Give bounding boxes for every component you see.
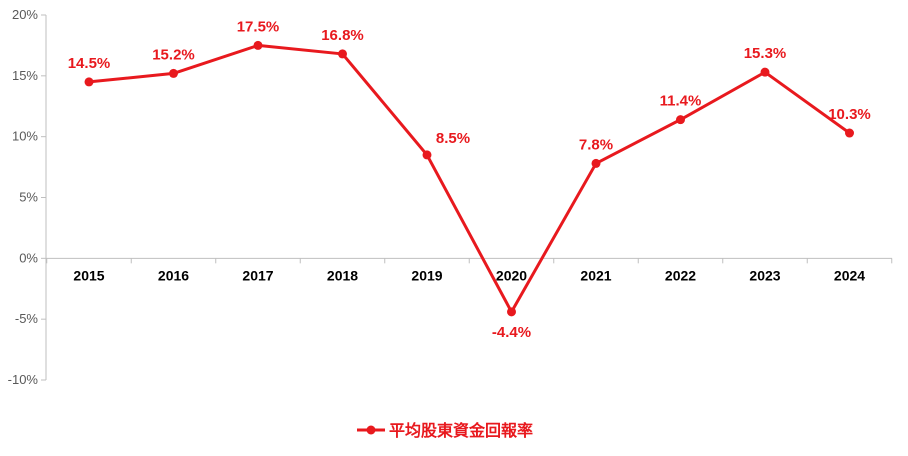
data-point — [84, 77, 94, 87]
data-label: 15.3% — [744, 45, 787, 62]
x-tick-label: 2019 — [411, 267, 442, 283]
y-tick-label: 20% — [12, 7, 38, 22]
series-line — [88, 43, 851, 314]
x-tick-label: 2018 — [327, 267, 358, 283]
legend-dot-marker — [366, 425, 376, 435]
data-label: 8.5% — [436, 130, 470, 147]
data-point — [422, 150, 432, 160]
x-tick-label: 2022 — [665, 267, 696, 283]
series-layer — [84, 40, 854, 317]
x-tick-label: 2021 — [580, 267, 611, 283]
data-label: 7.8% — [579, 136, 613, 153]
x-tick-label: 2024 — [834, 267, 865, 283]
legend: 平均股東資金回報率 — [357, 421, 533, 440]
data-labels: 14.5% 15.2% 17.5% 16.8% 8.5% -4.4% 7.8% 11.4% 15… — [68, 18, 871, 340]
data-label: 10.3% — [828, 106, 871, 123]
data-point — [845, 128, 854, 138]
data-point — [676, 115, 685, 125]
data-point — [338, 49, 347, 59]
data-label: 14.5% — [68, 55, 111, 72]
data-label: 17.5% — [237, 18, 280, 35]
x-tick-label: 2020 — [496, 267, 527, 283]
y-tick-label: 0% — [19, 250, 38, 265]
data-label: 15.2% — [152, 46, 195, 63]
y-axis: 20% 15% 10% 5% 0% -5% -10% — [8, 7, 47, 387]
data-point — [507, 307, 516, 317]
y-tick-label: -10% — [8, 372, 39, 387]
y-tick-label: 15% — [12, 68, 38, 83]
data-label: -4.4% — [492, 324, 531, 341]
data-point — [253, 40, 263, 50]
legend-series-name: 平均股東資金回報率 — [389, 421, 533, 440]
x-tick-label: 2017 — [242, 267, 273, 283]
y-tick-label: 5% — [19, 190, 38, 205]
data-label: 11.4% — [660, 93, 702, 110]
x-axis: 2015 2016 2017 2018 2019 2020 2021 2022 2023 2024 — [46, 257, 893, 283]
data-point — [760, 67, 770, 77]
data-point — [591, 158, 601, 168]
x-tick-label: 2023 — [749, 267, 780, 283]
data-label: 16.8% — [321, 27, 364, 44]
x-tick-label: 2016 — [158, 267, 189, 283]
x-tick-label: 2015 — [73, 267, 104, 283]
y-tick-label: -5% — [15, 311, 39, 326]
y-tick-label: 10% — [12, 129, 38, 144]
data-point — [169, 68, 178, 78]
